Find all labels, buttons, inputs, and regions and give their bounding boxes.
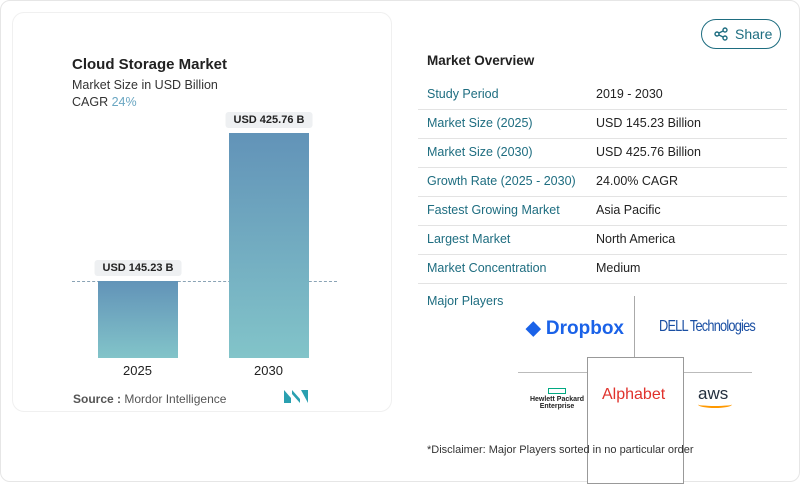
chart-card [12, 12, 392, 412]
overview-row: Study Period 2019 - 2030 [418, 80, 787, 110]
overview-row: Growth Rate (2025 - 2030) 24.00% CAGR [418, 167, 787, 197]
row-value: USD 145.23 Billion [596, 116, 701, 130]
overview-row: Market Size (2025) USD 145.23 Billion [418, 109, 787, 139]
cagr-value: 24% [111, 95, 137, 109]
alphabet-logo: Alphabet [602, 386, 666, 403]
row-value: USD 425.76 Billion [596, 145, 701, 159]
row-value: 2019 - 2030 [596, 87, 663, 101]
row-value: 24.00% CAGR [596, 174, 678, 188]
source-label: Source : [73, 392, 122, 406]
row-key: Market Size (2025) [427, 116, 533, 130]
share-icon [714, 27, 728, 41]
row-key: Market Size (2030) [427, 145, 533, 159]
row-key: Largest Market [427, 232, 511, 246]
disclaimer: *Disclaimer: Major Players sorted in no … [427, 444, 694, 456]
x-tick-label: 2030 [254, 363, 283, 378]
row-key: Market Concentration [427, 261, 547, 275]
cagr-label: CAGR [72, 95, 109, 109]
share-button[interactable]: Share [701, 19, 781, 49]
data-label: USD 145.23 B [94, 260, 182, 277]
overview-row: Fastest Growing Market Asia Pacific [418, 196, 787, 226]
mordor-logo [284, 390, 308, 403]
share-label: Share [735, 26, 773, 42]
dell-logo: DELL Technologies [659, 318, 756, 335]
hpe-logo: Hewlett Packard Enterprise [528, 388, 586, 410]
overview-row: Market Size (2030) USD 425.76 Billion [418, 138, 787, 168]
aws-logo: aws [698, 384, 732, 408]
divider [634, 296, 635, 358]
overview-title: Market Overview [427, 53, 535, 68]
row-key: Study Period [427, 87, 499, 101]
players-title: Major Players [427, 294, 504, 308]
overview-row: Largest Market North America [418, 225, 787, 255]
dropbox-logo: ◆ Dropbox [526, 318, 624, 339]
x-tick-label: 2025 [123, 363, 152, 378]
bar-2030 [229, 133, 309, 358]
source-value: Mordor Intelligence [124, 392, 227, 406]
chart-subtitle: Market Size in USD Billion [72, 78, 218, 92]
row-key: Growth Rate (2025 - 2030) [427, 174, 576, 188]
row-value: North America [596, 232, 676, 246]
logo-box [587, 357, 684, 484]
data-label: USD 425.76 B [225, 112, 313, 128]
chart-title: Cloud Storage Market [72, 56, 228, 73]
row-value: Asia Pacific [596, 203, 661, 217]
row-value: Medium [596, 261, 641, 275]
row-key: Fastest Growing Market [427, 203, 560, 217]
bar-2025 [98, 281, 178, 358]
overview-row: Market Concentration Medium [418, 254, 787, 284]
reference-line [72, 281, 337, 282]
